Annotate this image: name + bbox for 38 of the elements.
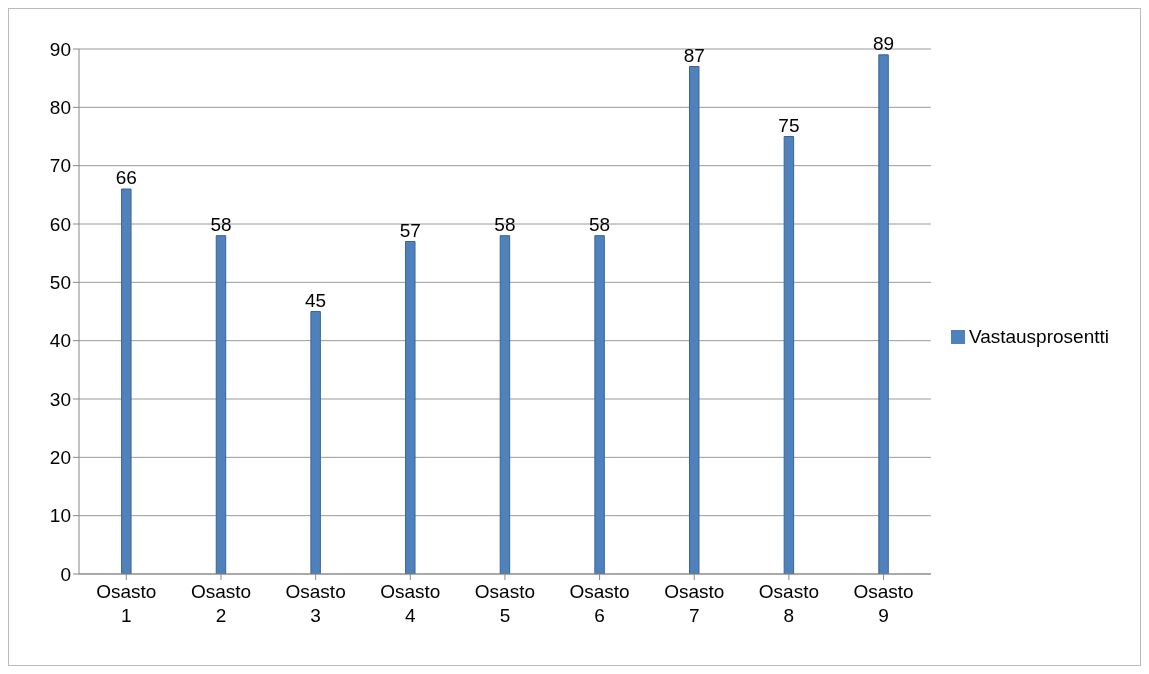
x-tick-label: Osasto 2	[190, 581, 252, 626]
x-tick-label: Osasto 9	[853, 581, 914, 626]
y-tick-label: 30	[49, 388, 71, 410]
y-tick-label: 40	[49, 330, 71, 352]
x-tick-label: Osasto 1	[96, 581, 157, 626]
x-tick-label: Osasto 4	[380, 581, 441, 626]
y-tick-label: 60	[49, 213, 71, 235]
bar	[783, 136, 795, 574]
data-label: 58	[210, 213, 232, 235]
x-tick-label: Osasto 6	[569, 581, 630, 626]
bar	[215, 235, 227, 574]
bar	[689, 66, 700, 574]
bar	[121, 188, 132, 574]
y-tick-label: 0	[60, 563, 71, 585]
bar	[594, 235, 605, 574]
data-label: 75	[778, 114, 800, 136]
data-label: 89	[872, 32, 895, 54]
x-tick-label: Osasto 5	[474, 581, 536, 626]
legend-label: Vastausprosentti	[968, 325, 1109, 347]
data-label: 57	[399, 219, 421, 241]
bar	[310, 311, 321, 574]
bar	[878, 54, 889, 574]
bar	[405, 241, 416, 574]
y-tick-label: 70	[49, 155, 71, 177]
data-label: 87	[683, 44, 705, 66]
data-label: 58	[494, 213, 516, 235]
y-tick-label: 90	[49, 38, 71, 60]
bar	[499, 235, 511, 574]
y-tick-label: 80	[49, 97, 71, 119]
x-tick-label: Osasto 7	[664, 581, 725, 626]
x-tick-label: Osasto 8	[758, 581, 819, 626]
y-tick-label: 50	[49, 272, 71, 294]
y-tick-label: 10	[49, 505, 71, 527]
y-tick-label: 20	[49, 447, 71, 469]
x-tick-label: Osasto 3	[285, 581, 346, 626]
data-label: 58	[589, 213, 611, 235]
data-label: 66	[115, 167, 137, 188]
data-label: 45	[305, 289, 327, 311]
